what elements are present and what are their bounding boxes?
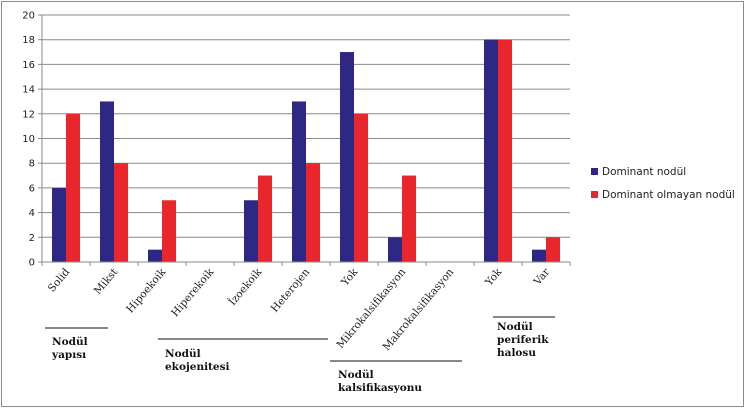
y-tick-label: 16 bbox=[22, 60, 35, 71]
gridlines bbox=[42, 14, 570, 238]
bar-dominant bbox=[100, 101, 114, 262]
x-tick-label: Solid bbox=[46, 266, 73, 295]
bar-dominant bbox=[484, 39, 498, 263]
bar-dominant bbox=[52, 187, 66, 262]
group-label: kalsifikasyonu bbox=[338, 382, 422, 394]
y-tick-label: 20 bbox=[22, 11, 35, 22]
x-tick-label: Yok bbox=[338, 266, 360, 289]
bar-non-dominant bbox=[498, 39, 512, 263]
bar-dominant bbox=[148, 249, 162, 262]
bar-non-dominant bbox=[114, 163, 128, 262]
bar-non-dominant bbox=[402, 175, 416, 262]
y-tick-label: 12 bbox=[22, 109, 35, 120]
x-tick-label: Hipoekoik bbox=[124, 266, 168, 316]
legend-label: Dominant olmayan nodül bbox=[602, 189, 735, 201]
bar-non-dominant bbox=[162, 200, 176, 262]
y-tick-label: 14 bbox=[22, 85, 35, 96]
x-tick-label: İzoekoik bbox=[225, 264, 265, 308]
bar-dominant bbox=[532, 249, 546, 262]
bar-dominant bbox=[388, 237, 402, 262]
bar-non-dominant bbox=[546, 237, 560, 262]
bar-dominant bbox=[244, 200, 258, 262]
legend-label: Dominant nodül bbox=[602, 166, 686, 178]
y-axis: 0 2 4 6 8 10 12 14 16 18 20 bbox=[22, 11, 43, 269]
bar-non-dominant bbox=[354, 113, 368, 262]
x-tick-label: Yok bbox=[482, 266, 504, 289]
y-tick-label: 4 bbox=[29, 208, 35, 219]
y-tick-label: 2 bbox=[29, 233, 35, 244]
group-label: halosu bbox=[497, 347, 536, 359]
bar-dominant bbox=[340, 52, 354, 262]
x-axis: Solid Mikst Hipoekoik Hiperekoik İzoekoik Het… bbox=[41, 261, 571, 353]
group-label: Nodül bbox=[338, 369, 374, 381]
group-label: periferik bbox=[497, 334, 549, 346]
y-tick-label: 10 bbox=[22, 134, 35, 145]
group-label: Nodül bbox=[497, 321, 533, 333]
bar-dominant bbox=[292, 101, 306, 262]
x-tick-label: Heterojen bbox=[269, 266, 313, 315]
group-label: Nodül bbox=[52, 336, 88, 348]
bar-non-dominant bbox=[66, 113, 80, 262]
bar-non-dominant bbox=[306, 163, 320, 262]
group-label: yapısı bbox=[51, 349, 86, 361]
bar-non-dominant bbox=[258, 175, 272, 262]
x-tick-label: Var bbox=[531, 265, 553, 288]
y-tick-label: 18 bbox=[22, 35, 35, 46]
legend-swatch bbox=[591, 191, 598, 198]
group-label: ekojenitesi bbox=[165, 361, 230, 373]
group-label: Nodül bbox=[165, 348, 201, 360]
x-tick-label: Hiperekoik bbox=[169, 266, 217, 319]
y-tick-label: 0 bbox=[29, 258, 35, 269]
x-tick-label: Mikst bbox=[92, 266, 121, 297]
y-tick-label: 8 bbox=[29, 159, 35, 170]
legend-swatch bbox=[591, 168, 598, 175]
bars bbox=[52, 39, 560, 263]
legend: Dominant nodül Dominant olmayan nodül bbox=[591, 166, 735, 201]
y-tick-label: 6 bbox=[29, 183, 35, 194]
